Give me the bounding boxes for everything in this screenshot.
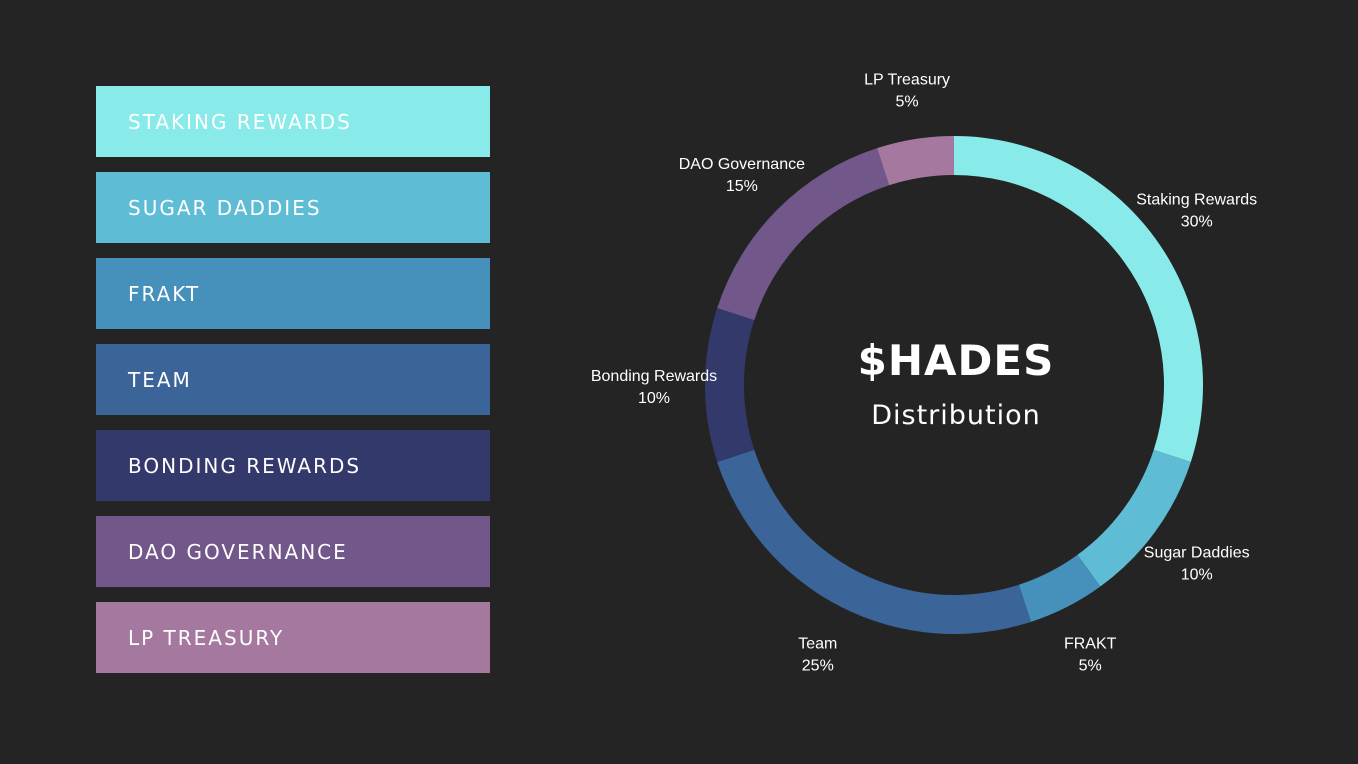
legend-item-sugar-daddies: SUGAR DADDIES — [96, 172, 490, 243]
slice-sugar-daddies — [1077, 449, 1191, 587]
slice-bonding-rewards — [705, 308, 755, 462]
legend-label: LP TREASURY — [128, 625, 285, 650]
donut-slices — [705, 136, 1203, 634]
legend-label: SUGAR DADDIES — [128, 195, 322, 220]
slice-label-name: LP Treasury — [864, 72, 950, 89]
slice-label-value: 25% — [802, 657, 834, 674]
slice-label-value: 5% — [1079, 657, 1102, 674]
legend-item-team: TEAM — [96, 344, 490, 415]
slice-label-name: Bonding Rewards — [591, 368, 717, 385]
legend-item-lp-treasury: LP TREASURY — [96, 602, 490, 673]
legend-item-staking-rewards: STAKING REWARDS — [96, 86, 490, 157]
legend-label: BONDING REWARDS — [128, 453, 362, 478]
slice-label-value: 15% — [726, 178, 758, 195]
slice-staking-rewards — [954, 136, 1203, 462]
slice-label-value: 5% — [896, 94, 919, 111]
slice-frakt — [1018, 554, 1101, 622]
legend-label: STAKING REWARDS — [128, 109, 352, 134]
legend-item-frakt: FRAKT — [96, 258, 490, 329]
slice-label-name: Staking Rewards — [1136, 192, 1257, 209]
slice-labels: Staking Rewards 30% Sugar Daddies 10% FRAKT 5… — [591, 72, 1257, 675]
legend-label: DAO GOVERNANCE — [128, 539, 348, 564]
chart-subtitle: Distribution — [871, 400, 1041, 431]
slice-label-value: 30% — [1181, 214, 1213, 231]
chart-title: $HADES — [858, 336, 1055, 385]
slice-label-name: Sugar Daddies — [1144, 544, 1250, 561]
slice-dao-governance — [717, 148, 890, 321]
slice-label-name: FRAKT — [1064, 635, 1117, 652]
legend-label: TEAM — [128, 367, 192, 392]
legend-label: FRAKT — [128, 281, 201, 306]
slice-label-value: 10% — [1181, 566, 1213, 583]
slice-label-name: Team — [798, 635, 837, 652]
legend-item-dao-governance: DAO GOVERNANCE — [96, 516, 490, 587]
legend-item-bonding-rewards: BONDING REWARDS — [96, 430, 490, 501]
slice-lp-treasury — [877, 136, 954, 186]
slice-label-name: DAO Governance — [679, 156, 805, 173]
slice-team — [717, 449, 1031, 634]
legend: STAKING REWARDS SUGAR DADDIES FRAKT TEAM… — [96, 86, 490, 688]
slice-label-value: 10% — [638, 390, 670, 407]
